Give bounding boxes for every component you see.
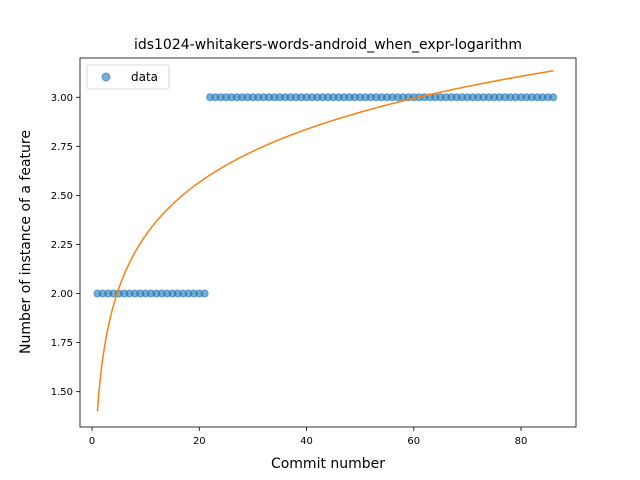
axis-ticks: 0 20 40 60 80 1.50 1.75 2.00 2.25 2.50 2.75 3.00 (51, 93, 528, 447)
y-tick-label: 1.50 (51, 387, 73, 398)
legend: data (86, 64, 170, 90)
x-tick-label: 40 (300, 436, 313, 447)
y-tick-label: 1.75 (51, 338, 73, 349)
y-tick-label: 2.50 (51, 191, 73, 202)
data-point (200, 289, 209, 298)
x-tick-label: 80 (515, 436, 528, 447)
legend-box (86, 64, 170, 90)
y-tick-label: 2.25 (51, 240, 73, 251)
y-tick-label: 3.00 (51, 93, 73, 104)
y-tick-label: 2.75 (51, 142, 73, 153)
x-tick-label: 0 (89, 436, 95, 447)
x-tick-label: 60 (407, 436, 420, 447)
data-point (549, 93, 558, 102)
x-tick-label: 20 (193, 436, 206, 447)
chart-title: ids1024-whitakers-words-android_when_exp… (134, 37, 522, 53)
plot-area (93, 70, 558, 412)
y-tick-label: 2.00 (51, 289, 73, 300)
axes-frame (79, 57, 577, 428)
x-axis-label: Commit number (271, 456, 385, 472)
fit-line (96, 70, 554, 412)
legend-label-data: data (131, 70, 158, 84)
y-axis-label: Number of instance of a feature (18, 130, 34, 354)
legend-marker-data (101, 72, 111, 82)
